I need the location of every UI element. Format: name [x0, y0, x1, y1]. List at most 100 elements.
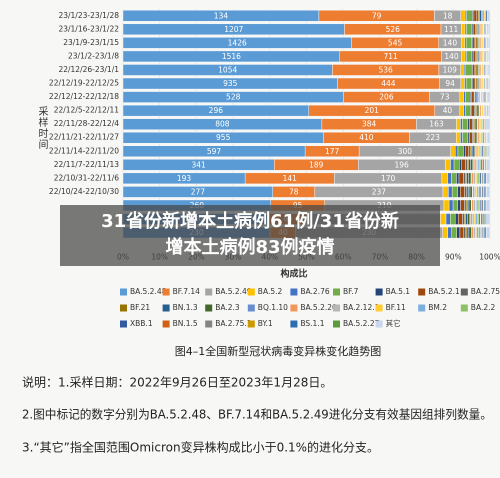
legend-label: BY.1	[258, 319, 273, 328]
bar-segment	[463, 146, 465, 157]
legend-label: BF.7.14	[173, 287, 201, 296]
bar-segment	[466, 37, 471, 48]
bar-segment	[465, 186, 467, 197]
legend-label: BA.5.2.1	[428, 287, 460, 296]
data-label: 223	[426, 133, 441, 142]
legend-label: BA.5.2	[258, 287, 283, 296]
bar-segment	[464, 64, 466, 75]
bar-segment	[480, 10, 481, 21]
data-label: 545	[388, 38, 403, 47]
data-label: 536	[379, 65, 394, 74]
bar-segment	[469, 159, 471, 170]
legend-label: BA.5.2.49	[215, 287, 252, 296]
legend-label: BA.2.12.1	[343, 303, 380, 312]
legend-swatch	[120, 289, 127, 296]
bar-segment	[470, 214, 472, 225]
bar-segment	[473, 64, 475, 75]
bar-segment	[472, 214, 474, 225]
data-label: 597	[207, 147, 222, 156]
bar-segment	[462, 159, 466, 170]
bar-segment	[478, 132, 479, 143]
y-tick-label: 23/1/2-23/1/8	[68, 51, 119, 60]
bar-segment	[474, 200, 476, 211]
bar-segment	[488, 119, 490, 130]
bar-segment	[458, 146, 463, 157]
legend-swatch	[163, 321, 170, 328]
bar-segment	[466, 159, 468, 170]
bar-segment	[486, 227, 490, 238]
bar-segment	[467, 51, 472, 62]
bar-segment	[473, 146, 475, 157]
data-label: 526	[386, 25, 401, 34]
data-label: 18	[443, 11, 453, 20]
bar-segment	[469, 119, 472, 130]
bar-segment	[468, 173, 471, 184]
bar-segment	[444, 200, 449, 211]
bar-segment	[461, 78, 465, 89]
legend-swatch	[418, 289, 425, 296]
bar-segment	[464, 200, 466, 211]
data-label: 177	[325, 147, 340, 156]
bar-segment	[477, 186, 479, 197]
data-label: 341	[191, 160, 206, 169]
legend-label: BF.21	[130, 303, 150, 312]
bar-segment	[465, 37, 466, 48]
y-tick-label: 22/10/31-22/11/6	[54, 173, 120, 182]
legend-label: BA.5.2.20	[300, 303, 337, 312]
data-label: 109	[443, 65, 458, 74]
legend-swatch	[333, 321, 340, 328]
legend-swatch	[163, 305, 170, 312]
data-label: 189	[309, 160, 324, 169]
bar-segment	[488, 24, 490, 35]
bar-segment	[448, 173, 452, 184]
legend-label: BF.11	[386, 303, 406, 312]
x-tick-label: 100%	[479, 252, 500, 261]
bar-segment	[465, 51, 466, 62]
legend-label: BN.1.3	[173, 303, 198, 312]
bar-segment	[451, 159, 455, 170]
bar-segment	[472, 10, 473, 21]
data-label: 206	[379, 93, 394, 102]
legend-swatch	[205, 305, 212, 312]
legend-label: BA.5.1	[386, 287, 411, 296]
bar-segment	[481, 214, 483, 225]
y-tick-label: 22/12/26-23/1/1	[58, 65, 119, 74]
legend-label: BA.2.2	[471, 303, 496, 312]
bar-segment	[475, 159, 477, 170]
bar-segment	[472, 200, 474, 211]
data-label: 40	[443, 106, 453, 115]
bar-segment	[467, 173, 469, 184]
bar-segment	[473, 51, 475, 62]
bar-segment	[461, 10, 465, 21]
bar-segment	[467, 227, 469, 238]
bar-segment	[463, 173, 465, 184]
note: 3.“其它”指全国范围Omicron变异株构成比小于0.1%的进化分支。	[22, 440, 379, 455]
data-label: 237	[372, 187, 387, 196]
bar-segment	[457, 119, 461, 130]
y-tick-label: 22/11/7-22/11/13	[54, 160, 120, 169]
bar-segment	[463, 132, 468, 143]
bar-segment	[465, 146, 468, 157]
bar-segment	[476, 78, 477, 89]
bar-segment	[474, 10, 477, 21]
bar-segment	[486, 214, 490, 225]
bar-segment	[462, 119, 467, 130]
bar-segment	[477, 227, 479, 238]
legend-label: BA.5.2.48	[130, 287, 167, 296]
data-label: 384	[362, 120, 377, 129]
bar-segment	[452, 227, 457, 238]
bar-segment	[486, 200, 490, 211]
data-label: 528	[226, 93, 241, 102]
bar-segment	[458, 186, 461, 197]
legend-label: BA.5.2.27	[343, 319, 380, 328]
bar-segment	[454, 159, 459, 170]
data-label: 78	[289, 187, 299, 196]
bar-segment	[443, 186, 448, 197]
bar-segment	[488, 51, 490, 62]
bar-segment	[473, 159, 475, 170]
data-label: 1054	[218, 65, 237, 74]
bar-segment	[480, 51, 481, 62]
legend-label: BA.2.76	[300, 287, 329, 296]
data-label: 201	[365, 106, 380, 115]
